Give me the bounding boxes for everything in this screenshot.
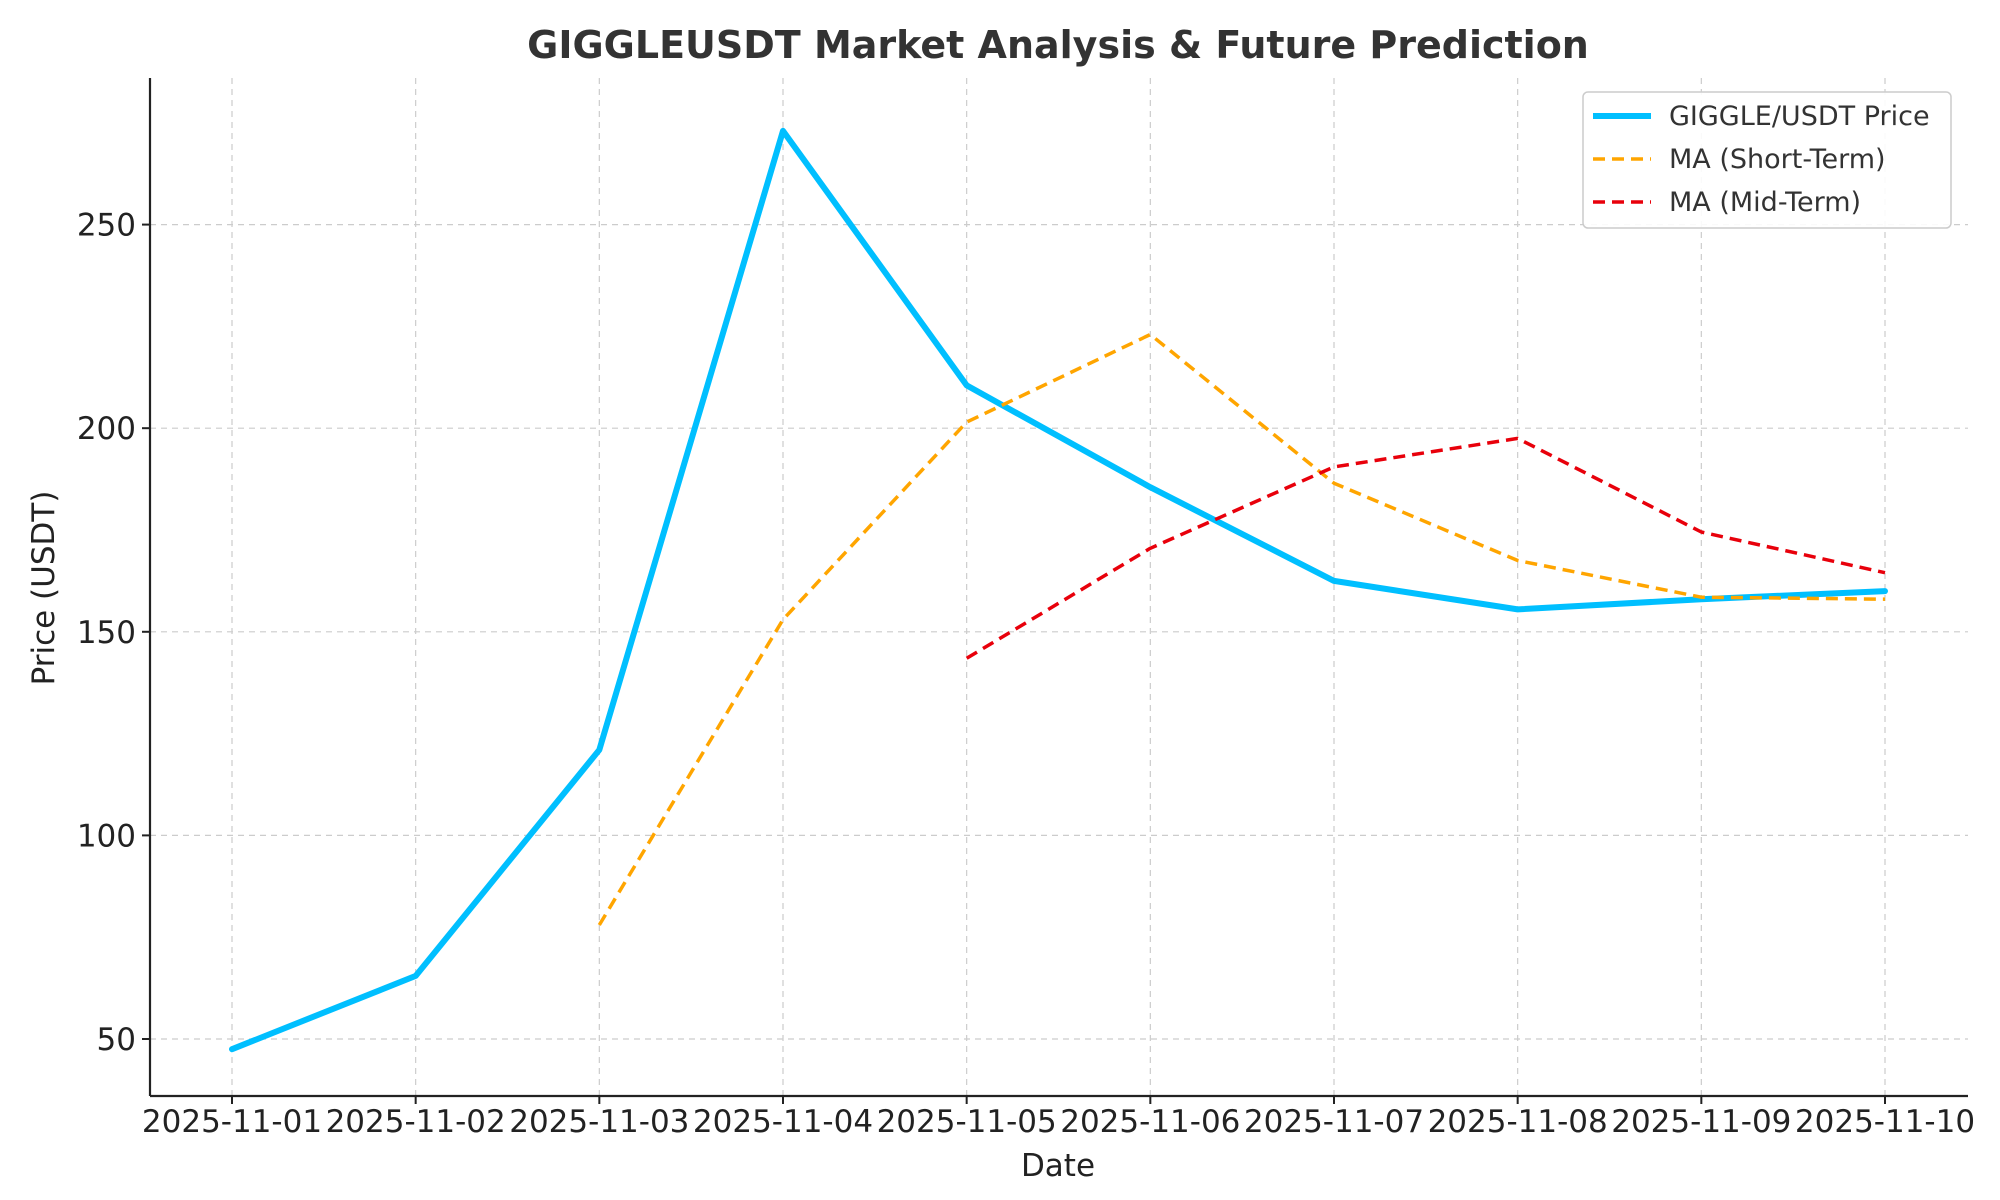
series-layer <box>229 127 1888 1053</box>
legend-box <box>1582 91 1952 229</box>
chart-title: GIGGLEUSDT Market Analysis & Future Pred… <box>527 23 1589 67</box>
x-axis-label: Date <box>1021 1148 1095 1184</box>
legend: GIGGLE/USDT Price MA (Short-Term) MA (Mid-… <box>1582 91 1952 229</box>
x-tick-label: 2025-11-10 <box>1795 1104 1975 1140</box>
x-tick-label: 2025-11-05 <box>877 1104 1057 1140</box>
y-tick-label: 150 <box>77 615 136 651</box>
series-line-0 <box>229 127 1888 1053</box>
legend-label-0: GIGGLE/USDT Price <box>1669 101 1930 132</box>
x-tick-label: 2025-11-02 <box>326 1104 506 1140</box>
legend-label-2: MA (Mid-Term) <box>1669 187 1861 218</box>
x-tick-label: 2025-11-04 <box>693 1104 873 1140</box>
axes-layer: 2025-11-01 2025-11-02 2025-11-03 2025-11-04… <box>77 78 1975 1140</box>
y-axis-label: Price (USDT) <box>26 491 62 686</box>
x-tick-label: 2025-11-09 <box>1611 1104 1791 1140</box>
legend-label-1: MA (Short-Term) <box>1669 144 1886 175</box>
x-tick-label: 2025-11-07 <box>1244 1104 1424 1140</box>
x-tick-label: 2025-11-06 <box>1060 1104 1240 1140</box>
x-tick-label: 2025-11-08 <box>1428 1104 1608 1140</box>
x-tick-label: 2025-11-01 <box>142 1104 322 1140</box>
series-line-2 <box>965 436 1886 660</box>
y-tick-label: 200 <box>77 411 136 447</box>
series-line-1 <box>597 332 1886 926</box>
y-tick-label: 50 <box>97 1022 136 1058</box>
x-tick-label: 2025-11-03 <box>509 1104 689 1140</box>
y-tick-label: 100 <box>77 818 136 854</box>
y-tick-label: 250 <box>77 208 136 244</box>
grid-layer <box>150 78 1968 1096</box>
